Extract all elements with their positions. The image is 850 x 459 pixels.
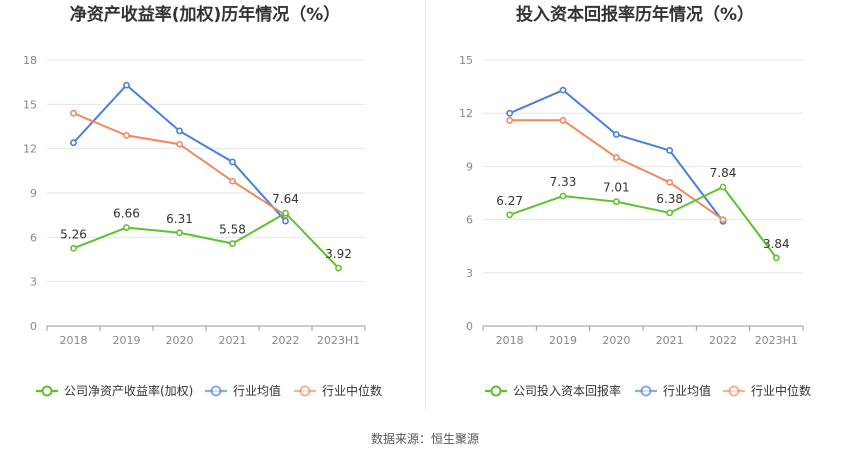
- data-point: [666, 178, 674, 186]
- data-point: [176, 140, 183, 148]
- legend-label: 公司投入资本回报率: [513, 383, 621, 398]
- series-line: [72, 83, 287, 222]
- legend-label: 行业中位数: [751, 383, 811, 398]
- data-point: [506, 109, 514, 117]
- data-label: 5.58: [219, 223, 246, 237]
- x-tick-label: 2020: [166, 334, 194, 347]
- data-point: [559, 86, 567, 94]
- data-point: [559, 116, 567, 124]
- data-point: [612, 198, 620, 206]
- legend-swatch-marker: [490, 385, 502, 397]
- data-point: [719, 183, 727, 191]
- y-tick-label: 12: [23, 143, 37, 156]
- data-label: 6.66: [113, 207, 140, 221]
- data-point: [176, 127, 183, 135]
- data-source: 数据来源：恒生聚源: [370, 432, 479, 446]
- x-tick-label: 2018: [60, 334, 88, 347]
- x-tick-label: 2020: [602, 334, 630, 347]
- data-label: 5.26: [60, 227, 87, 241]
- chart-title: 投入资本回报率历年情况（%）: [516, 4, 754, 25]
- y-tick-label: 6: [466, 214, 473, 227]
- y-tick-label: 9: [30, 187, 37, 200]
- y-tick-label: 6: [30, 231, 37, 244]
- data-label: 7.84: [710, 166, 737, 180]
- data-point: [229, 158, 236, 166]
- data-point: [70, 244, 77, 252]
- data-label: 3.84: [763, 237, 790, 251]
- data-point: [335, 264, 342, 272]
- roic-chart-svg: 投入资本回报率历年情况（%） 0 3 6 9 12 15 2018 2019 2020 2021 20…: [459, 4, 811, 398]
- data-point: [123, 81, 130, 89]
- data-point: [123, 224, 130, 231]
- x-tick-label: 2021: [219, 334, 247, 347]
- data-point: [282, 209, 289, 217]
- data-point: [229, 240, 236, 247]
- x-tick-label: 2023H1: [317, 334, 360, 347]
- data-label: 7.64: [272, 192, 299, 206]
- data-label: 6.38: [656, 192, 683, 206]
- data-label: 6.31: [166, 212, 193, 226]
- data-point: [70, 139, 77, 147]
- data-label: 6.27: [496, 194, 523, 208]
- data-point: [229, 177, 236, 185]
- legend-swatch-marker: [640, 385, 652, 397]
- y-tick-label: 12: [459, 107, 473, 120]
- data-point: [506, 211, 514, 219]
- legend-label: 行业均值: [233, 383, 281, 398]
- x-tick-label: 2022: [272, 334, 300, 347]
- data-label: 3.92: [325, 247, 352, 261]
- data-point: [70, 109, 77, 117]
- roe-chart-svg: 净资产收益率(加权)历年情况（%） 0 3 6 9 12 15 18 2018 2019 2020 2…: [23, 4, 382, 398]
- legend-swatch-marker: [299, 385, 311, 397]
- y-tick-label: 0: [30, 320, 37, 333]
- x-tick-label: 2022: [709, 334, 737, 347]
- data-point: [666, 209, 674, 217]
- legend-item: 公司净资产收益率(加权): [36, 383, 193, 398]
- data-label: 7.01: [603, 181, 630, 195]
- data-point: [176, 229, 183, 237]
- chart-title: 净资产收益率(加权)历年情况（%）: [70, 4, 341, 25]
- y-tick-label: 15: [23, 98, 37, 111]
- legend-item: 公司投入资本回报率: [485, 383, 621, 398]
- legend-item: 行业均值: [635, 383, 711, 398]
- x-tick-label: 2021: [656, 334, 684, 347]
- x-tick-label: 2018: [496, 334, 524, 347]
- legend-swatch-marker: [728, 385, 740, 397]
- roic-chart: 投入资本回报率历年情况（%） 0 3 6 9 12 15 2018 2019 2020 2021 20…: [425, 0, 850, 420]
- data-point: [612, 154, 620, 161]
- x-tick-label: 2019: [113, 334, 141, 347]
- x-tick-label: 2019: [549, 334, 577, 347]
- data-point: [559, 192, 567, 200]
- roe-chart: 净资产收益率(加权)历年情况（%） 0 3 6 9 12 15 18 2018 2019 2020 2…: [0, 0, 425, 420]
- x-tick-label: 2023H1: [755, 334, 798, 347]
- legend-label: 行业均值: [663, 383, 711, 398]
- legend-item: 行业中位数: [723, 383, 811, 398]
- data-point: [282, 217, 289, 225]
- data-point: [123, 131, 130, 139]
- data-point: [719, 216, 727, 223]
- y-tick-label: 3: [30, 276, 37, 289]
- y-tick-label: 18: [23, 54, 37, 67]
- legend-label: 公司净资产收益率(加权): [64, 383, 193, 398]
- data-point: [506, 116, 514, 124]
- legend-swatch-marker: [210, 385, 222, 397]
- data-point: [612, 131, 620, 138]
- y-tick-label: 0: [466, 320, 473, 333]
- y-tick-label: 15: [459, 54, 473, 67]
- data-label: 7.33: [550, 175, 577, 189]
- series-line: [73, 211, 340, 269]
- y-tick-label: 3: [466, 267, 473, 280]
- y-tick-label: 9: [466, 160, 473, 173]
- legend-item: 行业均值: [205, 383, 281, 398]
- data-point: [772, 254, 780, 262]
- legend-swatch-marker: [41, 385, 53, 397]
- series-line: [509, 185, 778, 259]
- data-point: [666, 147, 674, 154]
- panel-divider: [425, 0, 426, 410]
- legend-item: 行业中位数: [294, 383, 382, 398]
- legend-label: 行业中位数: [322, 383, 382, 398]
